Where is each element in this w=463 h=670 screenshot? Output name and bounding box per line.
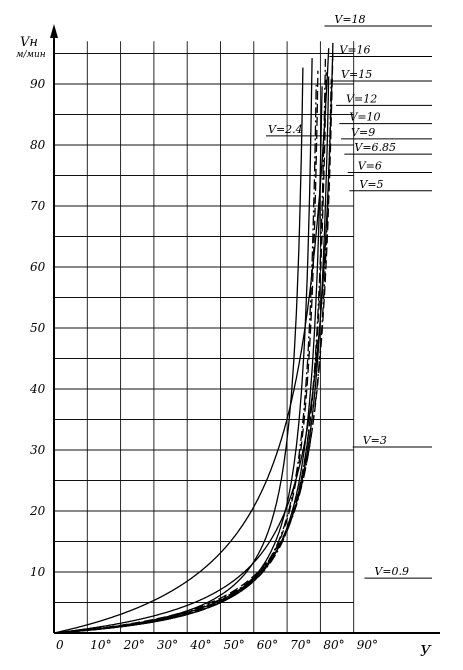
x-tick-label: 10°: [90, 638, 111, 652]
series-label-2: V=15: [341, 68, 372, 81]
y-tick-label: 30: [30, 443, 46, 457]
x-tick-label: 70°: [290, 638, 311, 652]
series-label-3: V=12: [346, 92, 377, 105]
series-line-10: [53, 42, 334, 634]
series-label-5: V=2.4: [268, 123, 303, 136]
series-label-1: V=16: [339, 44, 370, 57]
y-tick-label: 40: [29, 382, 46, 396]
series-line-6: [53, 72, 327, 634]
x-tick-label: 50°: [224, 638, 245, 652]
y-tick-label: 80: [30, 138, 46, 152]
series-line-0: [53, 58, 313, 634]
series-line-9: [53, 48, 334, 634]
axes: [50, 24, 440, 634]
curves: [53, 42, 334, 634]
x-tick-label: 90°: [357, 638, 378, 652]
series-label-4: V=10: [349, 111, 380, 124]
tick-labels: 0 10° 20° 30° 40° 50° 60° 70° 80° 90° 10 20 30 40 50 60…: [29, 77, 378, 652]
series-labels: V=18 V=16 V=15 V=12 V=10 V=2.4 V=9 V=6.85 V=6 V=5…: [266, 13, 432, 579]
y-tick-label: 20: [29, 504, 46, 518]
y-tick-label: 70: [30, 199, 46, 213]
y-axis-label: Vн: [20, 35, 38, 50]
series-line-3: [53, 86, 323, 634]
x-tick-label: 80°: [323, 638, 344, 652]
series-label-7: V=6.85: [354, 141, 396, 154]
y-tick-label: 90: [30, 77, 46, 91]
y-tick-label: 50: [30, 321, 46, 335]
series-label-11: V=0.9: [374, 565, 409, 578]
y-axis-arrow: [50, 24, 58, 38]
series-label-10: V=3: [363, 434, 387, 447]
y-axis-unit: м/мин: [16, 50, 46, 60]
series-label-8: V=6: [358, 159, 382, 172]
series-label-0: V=18: [334, 13, 365, 26]
x-tick-label: 30°: [157, 638, 178, 652]
y-tick-label: 10: [30, 565, 46, 579]
series-line-8: [53, 79, 332, 634]
series-line-11: [53, 48, 330, 634]
x-tick-label: 20°: [123, 638, 145, 652]
grid-lines: [54, 41, 355, 633]
x-tick-label: 60°: [257, 638, 278, 652]
series-label-9: V=5: [359, 178, 383, 191]
series-label-6: V=9: [351, 126, 375, 139]
x-tick-label: 0: [56, 638, 64, 652]
x-tick-label: 40°: [189, 638, 211, 652]
x-axis-label: У: [420, 642, 432, 660]
y-tick-label: 60: [30, 260, 46, 274]
